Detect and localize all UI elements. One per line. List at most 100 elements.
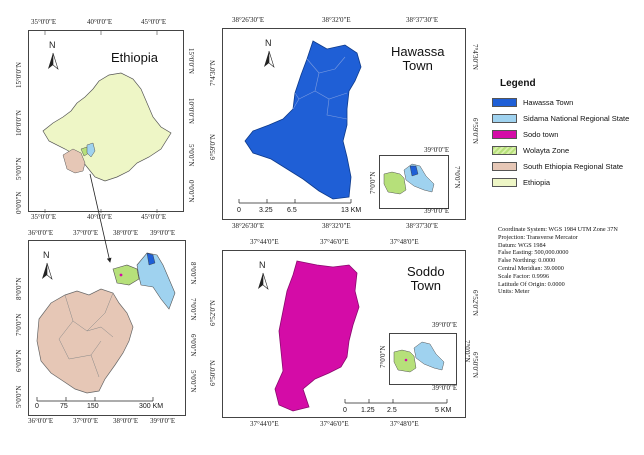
- sidama-shape: [86, 142, 96, 158]
- inset-top-tick: 39°0'0"E: [432, 321, 458, 329]
- top-tick: 38°32'0"E: [322, 16, 351, 24]
- bottom-tick: 45°0'0"E: [141, 213, 167, 221]
- scale-label: 150: [87, 403, 99, 410]
- left-tick: 6°59'0"N: [209, 134, 217, 160]
- north-arrow-icon: [258, 272, 269, 290]
- north-label: N: [265, 38, 272, 48]
- right-tick: 6°50'0"N: [471, 352, 479, 378]
- projection-info-line: False Northing: 0.0000: [498, 257, 556, 265]
- map-title: Hawassa Town: [391, 44, 445, 74]
- projection-info-line: Latitude Of Origin: 0.0000: [498, 280, 565, 288]
- ethiopia-map-graphic: [42, 31, 172, 213]
- top-tick: 37°44'0"E: [250, 238, 279, 246]
- south-ethiopia-map-panel: N 0 75 150 300 KM: [28, 240, 186, 416]
- top-tick: 37°46'0"E: [320, 238, 349, 246]
- soddo-map-graphic: [258, 260, 448, 412]
- projection-info-line: Coordinate System: WGS 1984 UTM Zone 37N: [498, 226, 618, 233]
- soddo-map-panel: N Soddo Town 0 1.25 2.5 5 KM: [222, 250, 466, 418]
- scale-label: 3.25: [259, 207, 273, 214]
- bottom-tick: 38°37'30"E: [406, 222, 439, 230]
- scale-bar: [36, 397, 154, 402]
- scale-label: 6.5: [287, 207, 297, 214]
- bottom-tick: 38°0'0"E: [113, 417, 139, 425]
- scale-label: 0: [237, 207, 241, 214]
- wolayta-shape: [112, 264, 140, 286]
- south-ethiopia-shape: [36, 288, 134, 394]
- legend-swatch: [492, 98, 517, 107]
- scale-label: 75: [60, 403, 68, 410]
- legend-label: Hawassa Town: [523, 98, 574, 107]
- legend-swatch: [492, 162, 517, 171]
- inset-side-tick: 7°0'0"N: [369, 171, 377, 194]
- projection-info-line: Central Meridian: 39.0000: [498, 264, 564, 272]
- inset-top-tick: 39°0'0"E: [424, 146, 450, 154]
- ethiopia-map-panel: N Ethiopia: [28, 30, 184, 213]
- scale-label: 0: [35, 403, 39, 410]
- north-label: N: [43, 250, 50, 260]
- legend: Legend Hawassa Town Sidama National Regi…: [492, 78, 640, 198]
- hawassa-shape: [244, 40, 362, 200]
- legend-label: Sodo town: [523, 130, 559, 139]
- scale-label: 0: [343, 407, 347, 414]
- north-label: N: [259, 260, 266, 270]
- top-tick: 36°0'0"E: [28, 229, 54, 237]
- sodo-marker: [119, 273, 123, 277]
- inset-bottom-tick: 39°0'0"E: [424, 207, 450, 215]
- legend-label: South Ethiopia Regional State: [523, 162, 624, 171]
- top-tick: 45°0'0"E: [141, 18, 167, 26]
- sidama-shape: [136, 252, 176, 310]
- projection-info-line: False Easting: 500,000.0000: [498, 249, 569, 257]
- legend-swatch: [492, 130, 517, 139]
- scale-label: 1.25: [361, 407, 375, 414]
- top-tick: 40°0'0"E: [87, 18, 113, 26]
- scale-label: 300 KM: [139, 403, 164, 410]
- bottom-tick: 36°0'0"E: [28, 417, 54, 425]
- right-tick: 6°52'0"N: [471, 290, 479, 316]
- legend-item: Wolayta Zone: [492, 146, 569, 155]
- bottom-tick: 37°0'0"E: [73, 417, 99, 425]
- legend-item: Sodo town: [492, 130, 558, 139]
- north-arrow-icon: [42, 262, 53, 280]
- inset-side-tick: 7°0'0"N: [463, 340, 471, 363]
- map-title: Soddo Town: [407, 264, 445, 294]
- bottom-tick: 39°0'0"E: [150, 417, 176, 425]
- projection-info: Coordinate System: WGS 1984 UTM Zone 37N…: [498, 226, 640, 296]
- scale-bar: [238, 199, 352, 204]
- scale-bar: [344, 399, 448, 404]
- top-tick: 38°0'0"E: [113, 229, 139, 237]
- map-title: Ethiopia: [111, 50, 158, 65]
- right-tick: 7°4'30"N: [471, 44, 479, 70]
- soddo-inset: [389, 333, 457, 385]
- legend-item: Hawassa Town: [492, 98, 573, 107]
- projection-info-line: Projection: Transverse Mercator: [498, 233, 578, 241]
- bottom-tick: 35°0'0"E: [31, 213, 57, 221]
- projection-info-line: Units: Meter: [498, 288, 530, 296]
- top-tick: 35°0'0"E: [31, 18, 57, 26]
- hawassa-shape: [146, 252, 156, 266]
- legend-label: Sidama National Regional State: [523, 114, 630, 123]
- bottom-tick: 38°26'30"E: [232, 222, 265, 230]
- inset-side-tick: 7°0'0"N: [379, 345, 387, 368]
- legend-title: Legend: [500, 78, 536, 89]
- bottom-tick: 37°48'0"E: [390, 420, 419, 428]
- inset-bottom-tick: 39°0'0"E: [432, 384, 458, 392]
- north-label: N: [49, 40, 56, 50]
- bottom-tick: 37°44'0"E: [250, 420, 279, 428]
- legend-label: Wolayta Zone: [523, 146, 570, 155]
- top-tick: 38°37'30"E: [406, 16, 439, 24]
- legend-swatch: [492, 178, 517, 187]
- bottom-tick: 37°46'0"E: [320, 420, 349, 428]
- top-tick: 37°48'0"E: [390, 238, 419, 246]
- hawassa-map-panel: N Hawassa Town 0 3.25 6.5 13 KM: [222, 28, 466, 220]
- right-tick: 6°59'0"N: [471, 118, 479, 144]
- bottom-tick: 38°32'0"E: [322, 222, 351, 230]
- projection-info-line: Datum: WGS 1984: [498, 241, 546, 249]
- north-arrow-icon: [48, 52, 59, 70]
- top-tick: 37°0'0"E: [73, 229, 99, 237]
- hawassa-map-graphic: [238, 40, 362, 204]
- left-tick: 6°52'0"N: [209, 300, 217, 326]
- south-ethiopia-shape: [62, 148, 86, 174]
- legend-swatch: [492, 114, 517, 123]
- soddo-shape: [274, 260, 360, 412]
- left-tick: 7°4'30"N: [209, 60, 217, 86]
